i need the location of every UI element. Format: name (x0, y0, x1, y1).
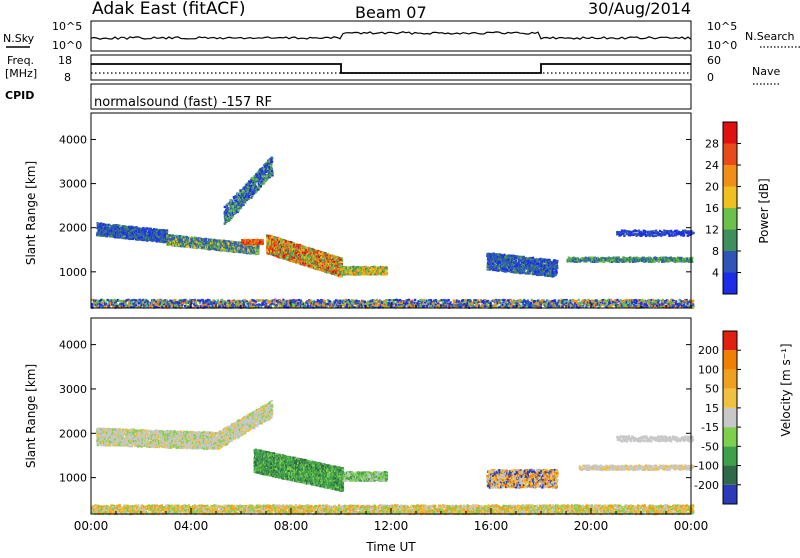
freq-tick-bottom: 8 (64, 71, 71, 84)
power-heatmap (91, 157, 695, 309)
nsky-panel: N.Sky 10^5 10^0 10^5 10^0 N.Search (3, 20, 800, 52)
beam-title: Beam 07 (355, 3, 427, 22)
station-title: Adak East (fitACF) (92, 0, 246, 19)
echo-cell (220, 249, 222, 251)
nsearch-label: N.Search (745, 30, 795, 43)
echo-cell (227, 207, 229, 209)
echo-cell (240, 202, 242, 204)
echo-cell (131, 227, 133, 229)
echo-cell (270, 158, 272, 160)
cpid-label: CPID (5, 89, 34, 102)
echo-cell (118, 225, 120, 227)
nsky-tick-top-right: 10^5 (707, 20, 737, 33)
echo-cell (257, 251, 259, 253)
echo-cell (224, 223, 226, 225)
echo-cell (270, 165, 272, 167)
echo-cell (271, 174, 273, 176)
echo-cell (261, 183, 263, 185)
echo-cell (240, 205, 242, 207)
nsky-tick-top-left: 10^5 (52, 20, 82, 33)
echo-cell (151, 230, 153, 232)
freq-label: Freq. (7, 54, 34, 67)
echo-cell (229, 210, 231, 212)
echo-cell (255, 188, 257, 190)
echo-cell (271, 236, 273, 238)
echo-cell (260, 185, 262, 187)
echo-cell (271, 161, 273, 163)
radar-summary-plot: Adak East (fitACF) Beam 07 30/Aug/2014 N… (0, 0, 800, 554)
echo-cell (254, 175, 256, 177)
cpid-panel: CPID normalsound (fast) -157 RF (5, 84, 691, 110)
echo-cell (231, 216, 233, 218)
echo-cell (213, 247, 215, 249)
echo-cell (261, 240, 263, 242)
echo-cell (238, 209, 240, 211)
cpid-text: normalsound (fast) -157 RF (94, 95, 272, 110)
echo-cell (166, 231, 168, 233)
echo-cell (234, 205, 236, 207)
echo-cell (252, 193, 254, 195)
nsky-tick-bottom-left: 10^0 (52, 39, 82, 52)
echo-cell (103, 223, 105, 225)
echo-cell (293, 242, 295, 244)
freq-trace (91, 64, 691, 73)
echo-cell (270, 163, 272, 165)
echo-cell (224, 206, 226, 208)
echo-cell (199, 247, 201, 249)
echo-cell (248, 196, 250, 198)
echo-cell (270, 167, 272, 169)
echo-cell (230, 200, 232, 202)
nsky-trace (91, 32, 691, 39)
echo-cell (266, 175, 268, 177)
nsky-tick-bottom-right: 10^0 (707, 39, 737, 52)
freq-unit-label: [MHz] (5, 67, 37, 80)
nave-tick-bottom: 0 (707, 71, 714, 84)
echo-cell (243, 204, 245, 206)
echo-cell (244, 199, 246, 201)
echo-cell (128, 234, 130, 236)
echo-cell (271, 170, 273, 172)
echo-cell (136, 226, 138, 228)
freq-tick-top: 18 (58, 54, 72, 67)
echo-cell (257, 247, 259, 249)
plot-canvas: Adak East (fitACF) Beam 07 30/Aug/2014 N… (0, 0, 800, 554)
echo-cell (256, 249, 258, 251)
nave-label: Nave (752, 65, 780, 78)
echo-cell (228, 218, 230, 220)
echo-cell (98, 230, 100, 232)
echo-cell (248, 198, 250, 200)
echo-cell (104, 229, 106, 231)
echo-cell (153, 233, 155, 235)
echo-cell (234, 202, 236, 204)
echo-cell (244, 201, 246, 203)
date-title: 30/Aug/2014 (588, 0, 691, 18)
nave-tick-top: 60 (707, 54, 721, 67)
echo-cell (163, 241, 165, 243)
nsky-label: N.Sky (3, 32, 35, 45)
echo-cell (269, 172, 271, 174)
freq-panel: Freq. [MHz] 18 8 60 0 Nave (5, 54, 780, 84)
echo-cell (230, 204, 232, 206)
